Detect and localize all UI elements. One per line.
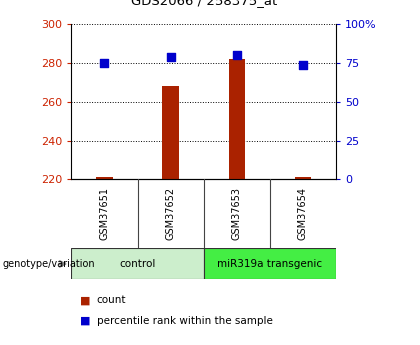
Bar bbox=[228, 59, 245, 179]
Bar bbox=[96, 177, 113, 179]
Text: GSM37651: GSM37651 bbox=[100, 187, 110, 240]
Text: miR319a transgenic: miR319a transgenic bbox=[217, 259, 323, 269]
Point bbox=[234, 52, 240, 58]
Text: GSM37652: GSM37652 bbox=[165, 187, 176, 240]
Text: count: count bbox=[97, 295, 126, 305]
Text: percentile rank within the sample: percentile rank within the sample bbox=[97, 316, 273, 326]
Bar bbox=[163, 86, 179, 179]
Text: control: control bbox=[119, 259, 156, 269]
Bar bbox=[295, 177, 311, 179]
Bar bbox=[71, 248, 204, 279]
Text: GDS2066 / 258375_at: GDS2066 / 258375_at bbox=[131, 0, 277, 7]
Point bbox=[167, 54, 174, 59]
Text: GSM37653: GSM37653 bbox=[232, 187, 242, 240]
Text: genotype/variation: genotype/variation bbox=[2, 259, 95, 269]
Text: ■: ■ bbox=[80, 316, 90, 326]
Text: GSM37654: GSM37654 bbox=[298, 187, 308, 240]
Bar bbox=[204, 248, 336, 279]
Text: ■: ■ bbox=[80, 295, 90, 305]
Point bbox=[299, 62, 306, 67]
Point bbox=[101, 60, 108, 66]
